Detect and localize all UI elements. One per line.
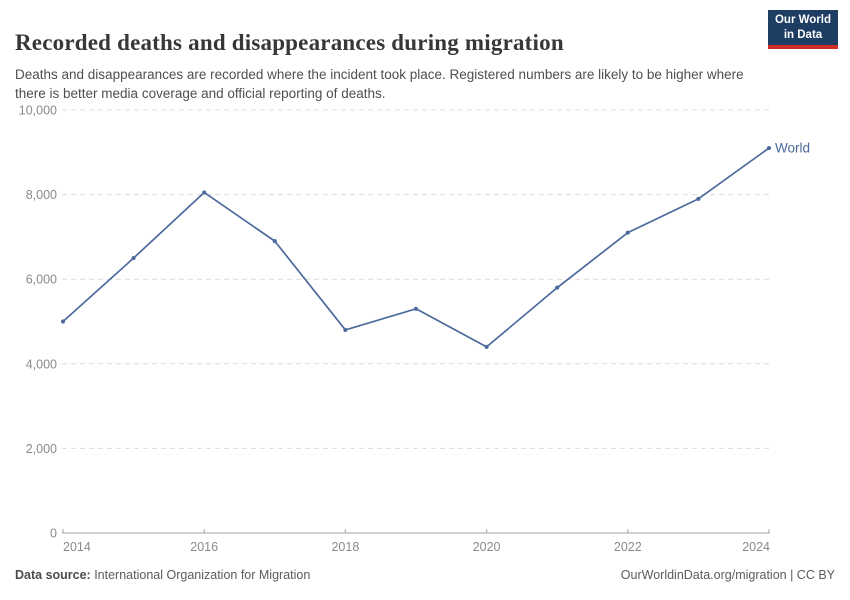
data-point-marker[interactable] — [202, 190, 207, 195]
y-axis-tick-label: 2,000 — [26, 442, 57, 456]
data-point-marker[interactable] — [60, 319, 66, 324]
data-point-marker[interactable] — [625, 230, 630, 235]
line-series[interactable] — [62, 147, 770, 348]
y-axis-tick-label: 10,000 — [19, 104, 57, 118]
data-point-marker[interactable] — [131, 255, 136, 261]
series-end-label[interactable]: World — [775, 141, 810, 156]
x-axis-tick-label: 2024 — [742, 540, 770, 554]
x-axis-tick-label: 2016 — [190, 540, 218, 554]
data-point-marker[interactable] — [555, 285, 560, 290]
owid-logo-line2: in Data — [783, 28, 823, 41]
y-axis-tick-label: 8,000 — [26, 188, 57, 202]
x-axis-tick-label: 2022 — [614, 540, 642, 554]
x-axis-tick-label: 2020 — [473, 540, 501, 554]
chart-subtitle: Deaths and disappearances are recorded w… — [15, 66, 744, 101]
y-axis-tick-label: 4,000 — [26, 357, 57, 371]
data-point-marker[interactable] — [272, 239, 277, 244]
y-axis-tick-label: 0 — [50, 527, 57, 541]
owid-logo-line1: Our World — [774, 14, 831, 27]
data-point-marker[interactable] — [696, 196, 701, 201]
data-source: Data source: International Organization … — [15, 568, 310, 582]
x-axis-tick-label: 2018 — [331, 540, 359, 554]
data-point-marker[interactable] — [413, 306, 419, 311]
data-point-marker[interactable] — [766, 145, 772, 151]
x-axis-tick-label: 2014 — [63, 540, 91, 554]
page-title: Recorded deaths and disappearances durin… — [15, 30, 564, 56]
owid-logo: Our World in Data — [768, 10, 838, 49]
attribution-link[interactable]: OurWorldinData.org/migration | CC BY — [620, 568, 835, 582]
data-source-value: International Organization for Migration — [90, 568, 311, 582]
data-point-marker[interactable] — [343, 327, 348, 333]
y-axis-tick-label: 6,000 — [26, 273, 57, 287]
data-point-marker[interactable] — [484, 344, 489, 349]
data-source-label: Data source: — [15, 568, 91, 582]
footer: Data source: International Organization … — [15, 568, 835, 582]
